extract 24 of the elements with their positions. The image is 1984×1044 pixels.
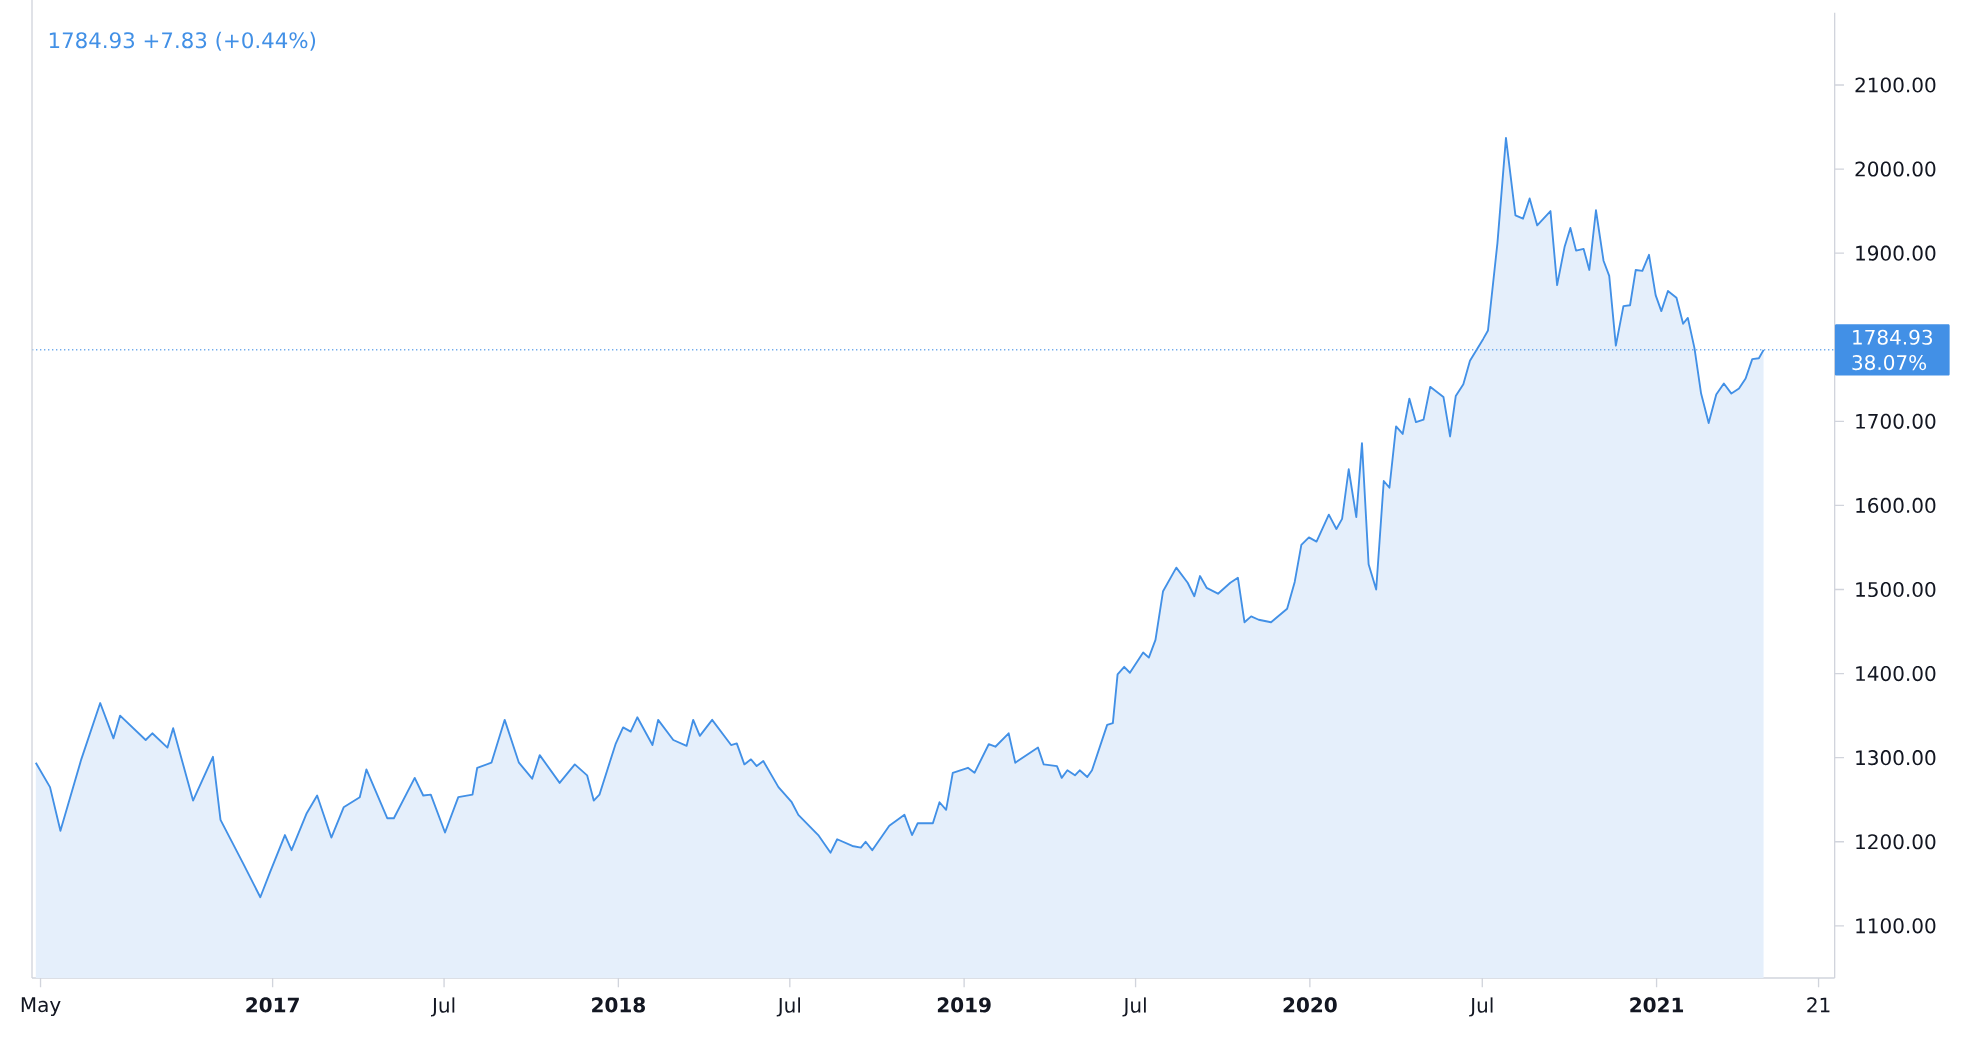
- x-tick-label: Jul: [1469, 997, 1493, 1017]
- x-tick-label: May: [21, 997, 61, 1017]
- text: 1784.93 +7.83 (+0.44%): [49, 31, 316, 51]
- x-tick-label: 2020: [1283, 997, 1337, 1013]
- y-tick-label: 1600.00: [1856, 497, 1936, 513]
- x-tick-label: 2019: [937, 997, 991, 1013]
- y-tick-label: 1200.00: [1856, 834, 1936, 850]
- x-tick-label: 21: [1807, 997, 1830, 1013]
- y-tick-label: 1300.00: [1856, 750, 1936, 766]
- x-tick-label: Jul: [776, 997, 801, 1017]
- y-tick-label: 1700.00: [1856, 413, 1936, 429]
- y-tick-label: 2100.00: [1855, 77, 1936, 93]
- ref-line-label: 1784.93: [1853, 329, 1933, 345]
- y-tick-label: 1500.00: [1856, 581, 1936, 598]
- x-tick-label: 2017: [246, 997, 299, 1013]
- x-tick-label: 2018: [592, 997, 645, 1013]
- x-tick-label: Jul: [1122, 997, 1146, 1017]
- y-tick-label: 1400.00: [1856, 666, 1936, 682]
- x-tick-label: 2021: [1630, 997, 1684, 1013]
- x-tick-label: Jul: [430, 997, 455, 1017]
- y-tick-label: 2000.00: [1855, 161, 1936, 177]
- y-tick-label: 1100.00: [1856, 918, 1936, 934]
- text: 38.07%: [1852, 355, 1927, 371]
- y-tick-label: 1900.00: [1856, 245, 1936, 261]
